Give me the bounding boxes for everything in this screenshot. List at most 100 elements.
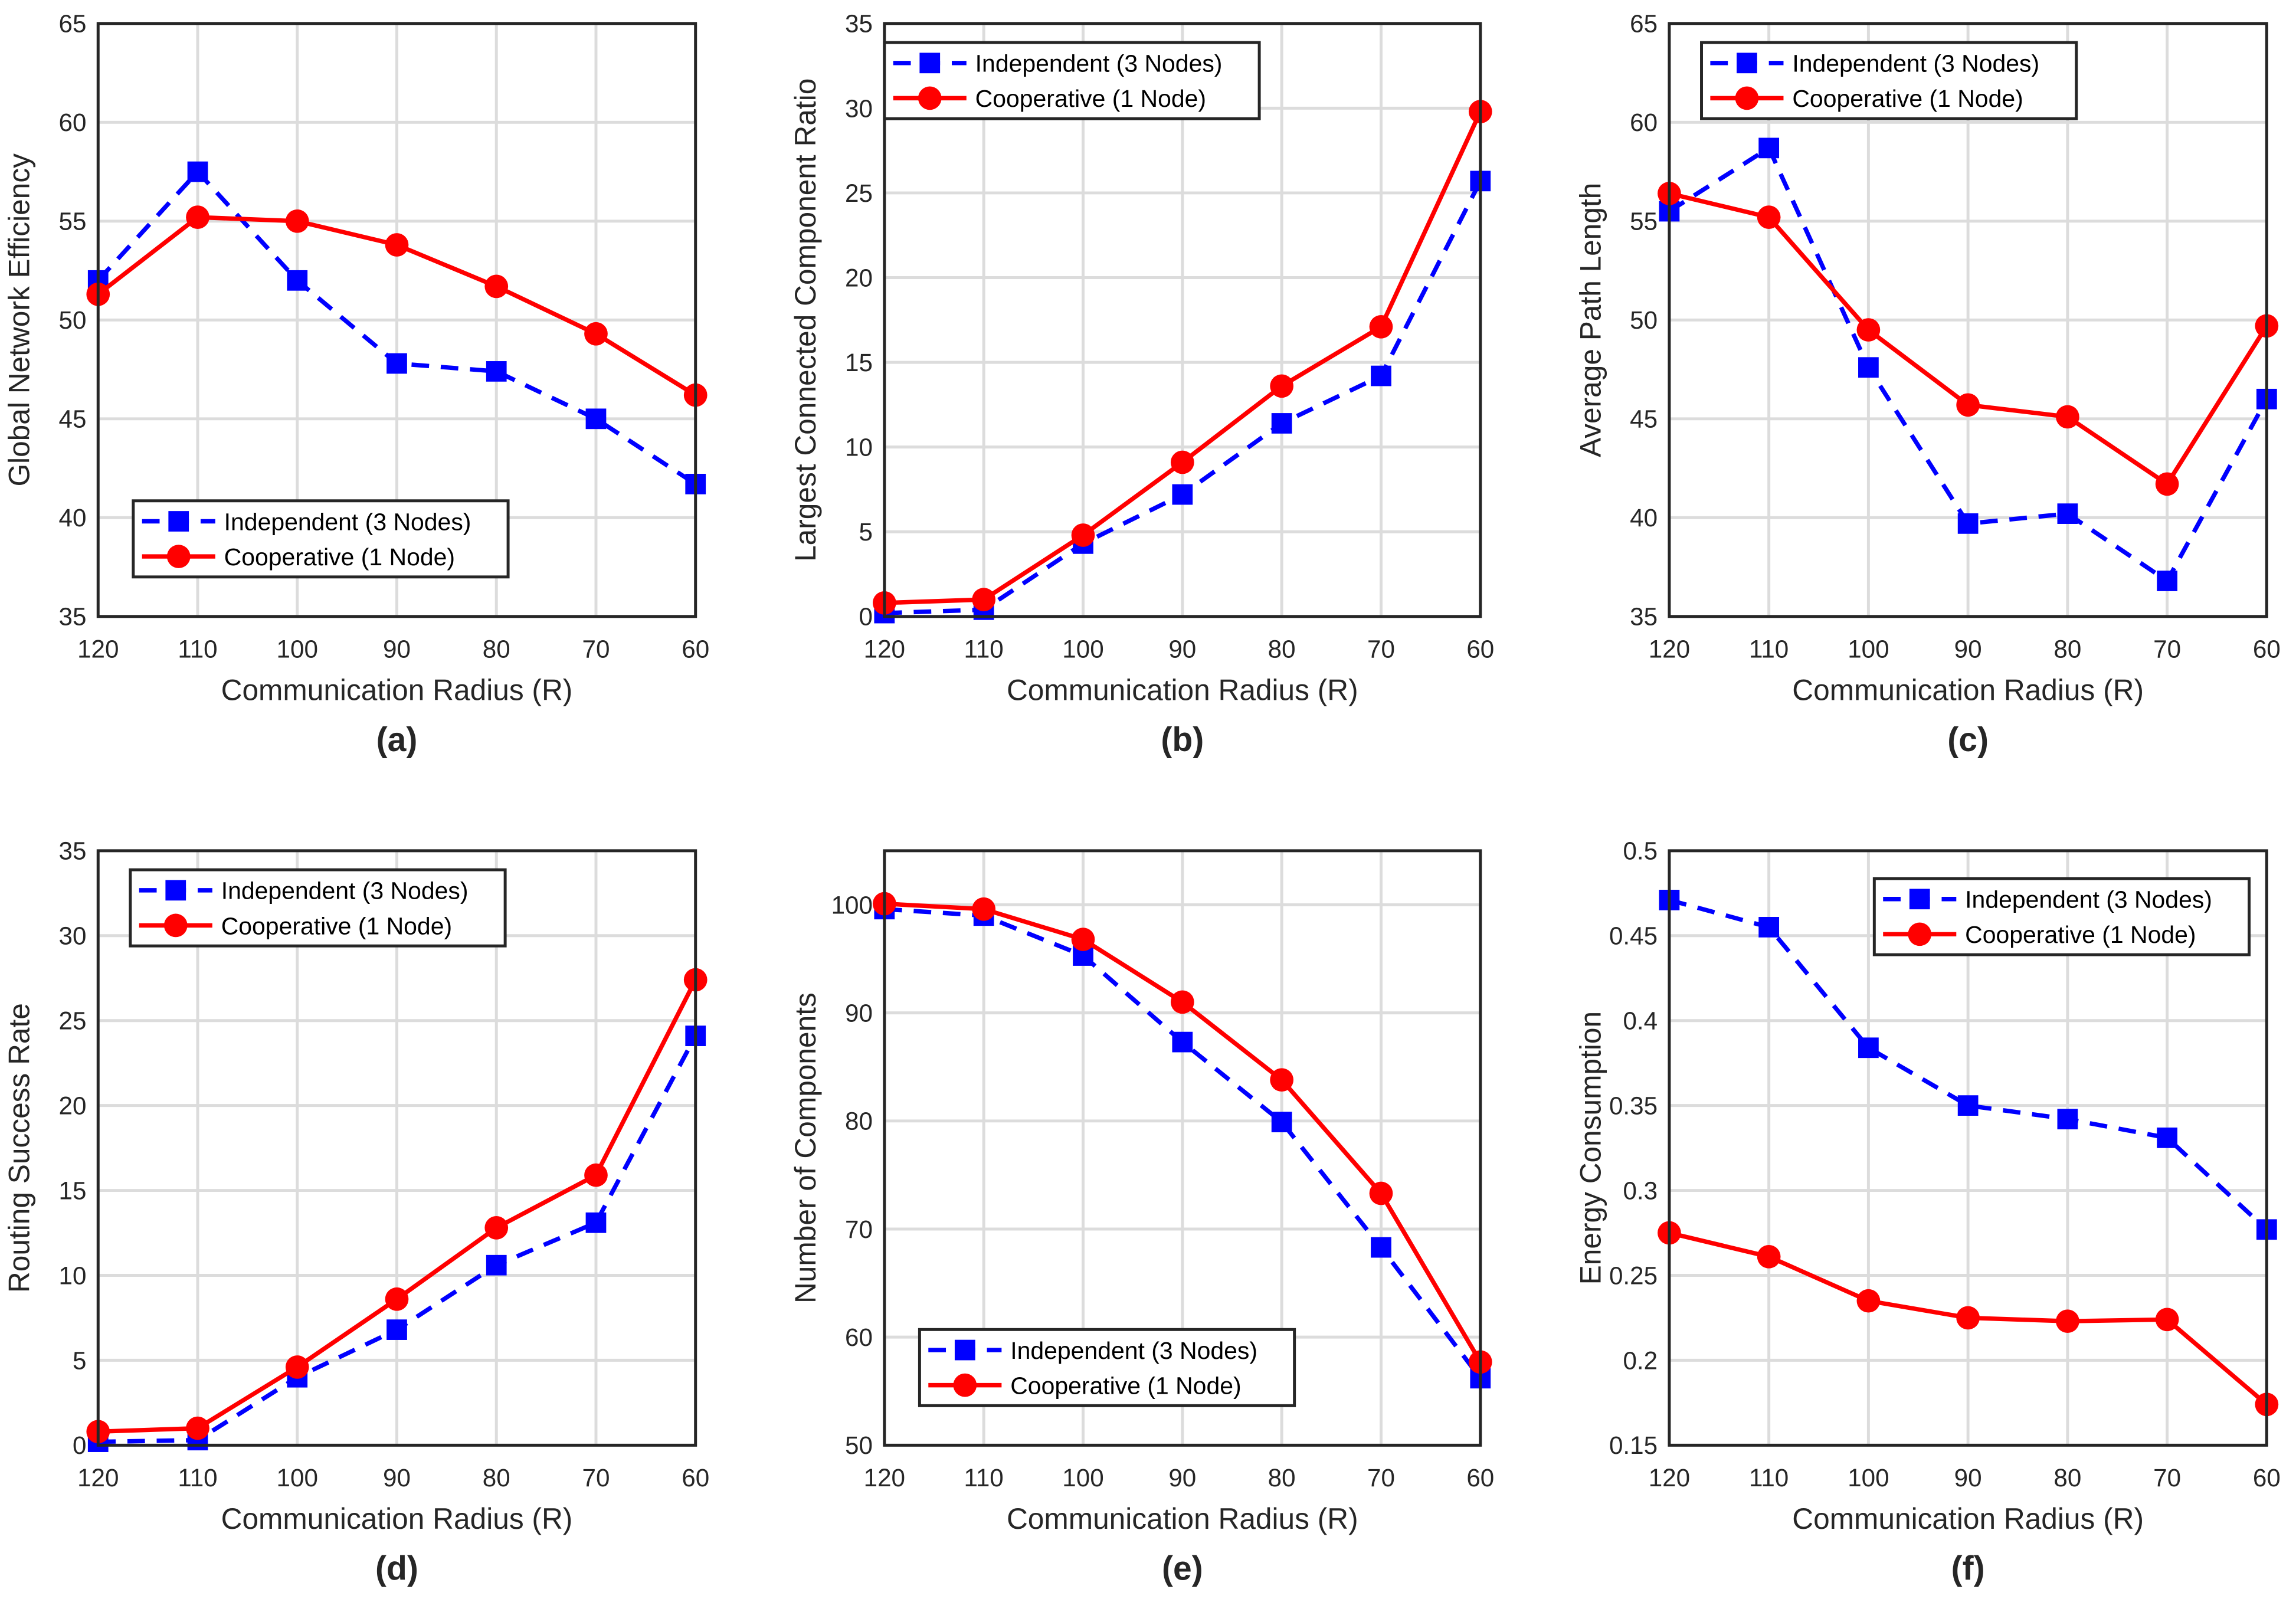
y-tick-label: 0.4 [1623, 1007, 1658, 1035]
x-tick-label: 90 [1168, 635, 1196, 663]
legend-box [918, 1328, 1296, 1407]
legend-marker-square [165, 880, 186, 901]
legend-marker-circle [1908, 922, 1932, 946]
y-axis-label: Energy Consumption [1574, 1011, 1607, 1285]
chart-panel-b: 120 110 100 90 80 70 60 0 5 10 15 20 25 30 35 Communica… [789, 10, 1494, 759]
legend: Independent (3 Nodes) Cooperative (1 Node… [129, 868, 507, 948]
y-tick-label: 50 [845, 1431, 873, 1459]
y-tick-label: 60 [58, 109, 86, 136]
chart-panel-c: 120 110 100 90 80 70 60 35 40 45 50 55 60 65 Communica… [1574, 10, 2281, 759]
y-tick-label: 50 [1630, 306, 1658, 334]
data-point-square [1271, 1112, 1292, 1133]
x-tick-label: 60 [1466, 635, 1494, 663]
axes-box [883, 22, 1482, 618]
legend-label: Cooperative (1 Node) [224, 543, 455, 571]
y-axis-label: Routing Success Rate [3, 1003, 36, 1293]
legend-marker-circle [166, 545, 191, 568]
legend: Independent (3 Nodes) Cooperative (1 Node… [883, 41, 1261, 120]
data-point-square [1758, 917, 1780, 938]
x-tick-label: 70 [1367, 1464, 1395, 1492]
axes-box [1668, 849, 2268, 1447]
y-axis-label: Global Network Efficiency [3, 153, 36, 487]
y-tick-label: 0.15 [1609, 1431, 1658, 1459]
x-tick-label: 110 [178, 635, 217, 663]
y-tick-label: 0.3 [1623, 1177, 1658, 1204]
y-tick-label: 10 [58, 1261, 86, 1289]
y-tick-label: 20 [845, 264, 873, 291]
y-axis-label: Number of Components [789, 992, 822, 1303]
y-tick-label: 0 [73, 1431, 86, 1459]
legend-label: Cooperative (1 Node) [221, 912, 452, 939]
data-point-square [486, 361, 507, 382]
x-axis-label: Communication Radius (R) [1792, 673, 2144, 706]
data-point-circle [1856, 318, 1881, 342]
data-point-circle [1270, 1068, 1293, 1092]
x-tick-label: 70 [2153, 1464, 2181, 1492]
y-tick-label: 5 [859, 518, 873, 546]
data-point-square [1858, 357, 1879, 378]
y-tick-label: 35 [58, 603, 86, 631]
data-point-circle [1170, 450, 1194, 474]
legend-marker-square [919, 53, 941, 74]
data-point-circle [1956, 1306, 1980, 1330]
legend-box [1872, 877, 2251, 956]
data-point-circle [1956, 393, 1980, 417]
data-point-square [1858, 1037, 1879, 1059]
x-tick-label: 100 [1848, 1464, 1889, 1492]
y-tick-label: 90 [845, 1000, 873, 1027]
chart-panel-a: 120 110 100 90 80 70 60 35 40 45 50 55 60 65 Communica… [3, 10, 710, 759]
data-point-square [1172, 484, 1193, 505]
y-tick-label: 20 [58, 1092, 86, 1120]
x-tick-label: 110 [178, 1464, 217, 1492]
legend-marker-circle [1735, 86, 1759, 110]
legend-marker-square [1909, 889, 1930, 910]
x-tick-label: 70 [582, 635, 610, 663]
panel-label: (c) [1947, 721, 1989, 759]
data-point-circle [385, 233, 409, 257]
y-tick-label: 0.45 [1609, 922, 1658, 950]
data-point-circle [285, 1355, 309, 1379]
legend-box [1700, 41, 2078, 120]
x-tick-label: 60 [2253, 635, 2281, 663]
data-point-square [2057, 503, 2078, 524]
y-tick-label: 60 [1630, 109, 1658, 136]
y-tick-label: 30 [845, 94, 873, 122]
x-tick-label: 110 [964, 635, 1004, 663]
legend-label: Cooperative (1 Node) [1792, 85, 2023, 112]
data-point-circle [2056, 405, 2079, 429]
panel-label: (a) [376, 721, 418, 759]
y-tick-label: 0 [859, 603, 873, 631]
data-point-square [387, 353, 407, 374]
data-point-circle [1170, 990, 1194, 1014]
y-tick-label: 70 [845, 1215, 873, 1243]
data-point-circle [972, 588, 996, 611]
legend-label: Cooperative (1 Node) [975, 85, 1206, 112]
panel-label: (f) [1951, 1550, 1985, 1588]
axes-box [96, 22, 697, 618]
x-tick-label: 70 [582, 1464, 610, 1492]
legend-label: Independent (3 Nodes) [1965, 886, 2212, 913]
data-point-circle [1757, 1244, 1781, 1269]
data-point-square [387, 1319, 407, 1340]
data-point-circle [484, 1216, 509, 1240]
data-point-square [1758, 137, 1780, 159]
chart-panel-e: 120 110 100 90 80 70 60 50 60 70 80 90 100 Communicat… [789, 849, 1494, 1588]
legend-label: Independent (3 Nodes) [975, 50, 1223, 77]
data-point-circle [1369, 314, 1393, 339]
y-tick-label: 15 [58, 1177, 86, 1204]
y-tick-label: 50 [58, 306, 86, 334]
x-axis-label: Communication Radius (R) [221, 673, 573, 706]
x-tick-label: 80 [1268, 635, 1296, 663]
data-point-circle [484, 274, 509, 299]
y-tick-label: 25 [845, 179, 873, 207]
data-point-circle [1071, 928, 1095, 951]
x-tick-label: 120 [1649, 1464, 1690, 1492]
data-point-square [2057, 1109, 2078, 1130]
y-tick-label: 0.35 [1609, 1092, 1658, 1120]
x-tick-label: 90 [1954, 1464, 1982, 1492]
y-tick-label: 0.2 [1623, 1346, 1658, 1374]
data-point-square [1172, 1031, 1193, 1053]
x-tick-label: 60 [682, 1464, 709, 1492]
data-point-circle [972, 897, 996, 921]
